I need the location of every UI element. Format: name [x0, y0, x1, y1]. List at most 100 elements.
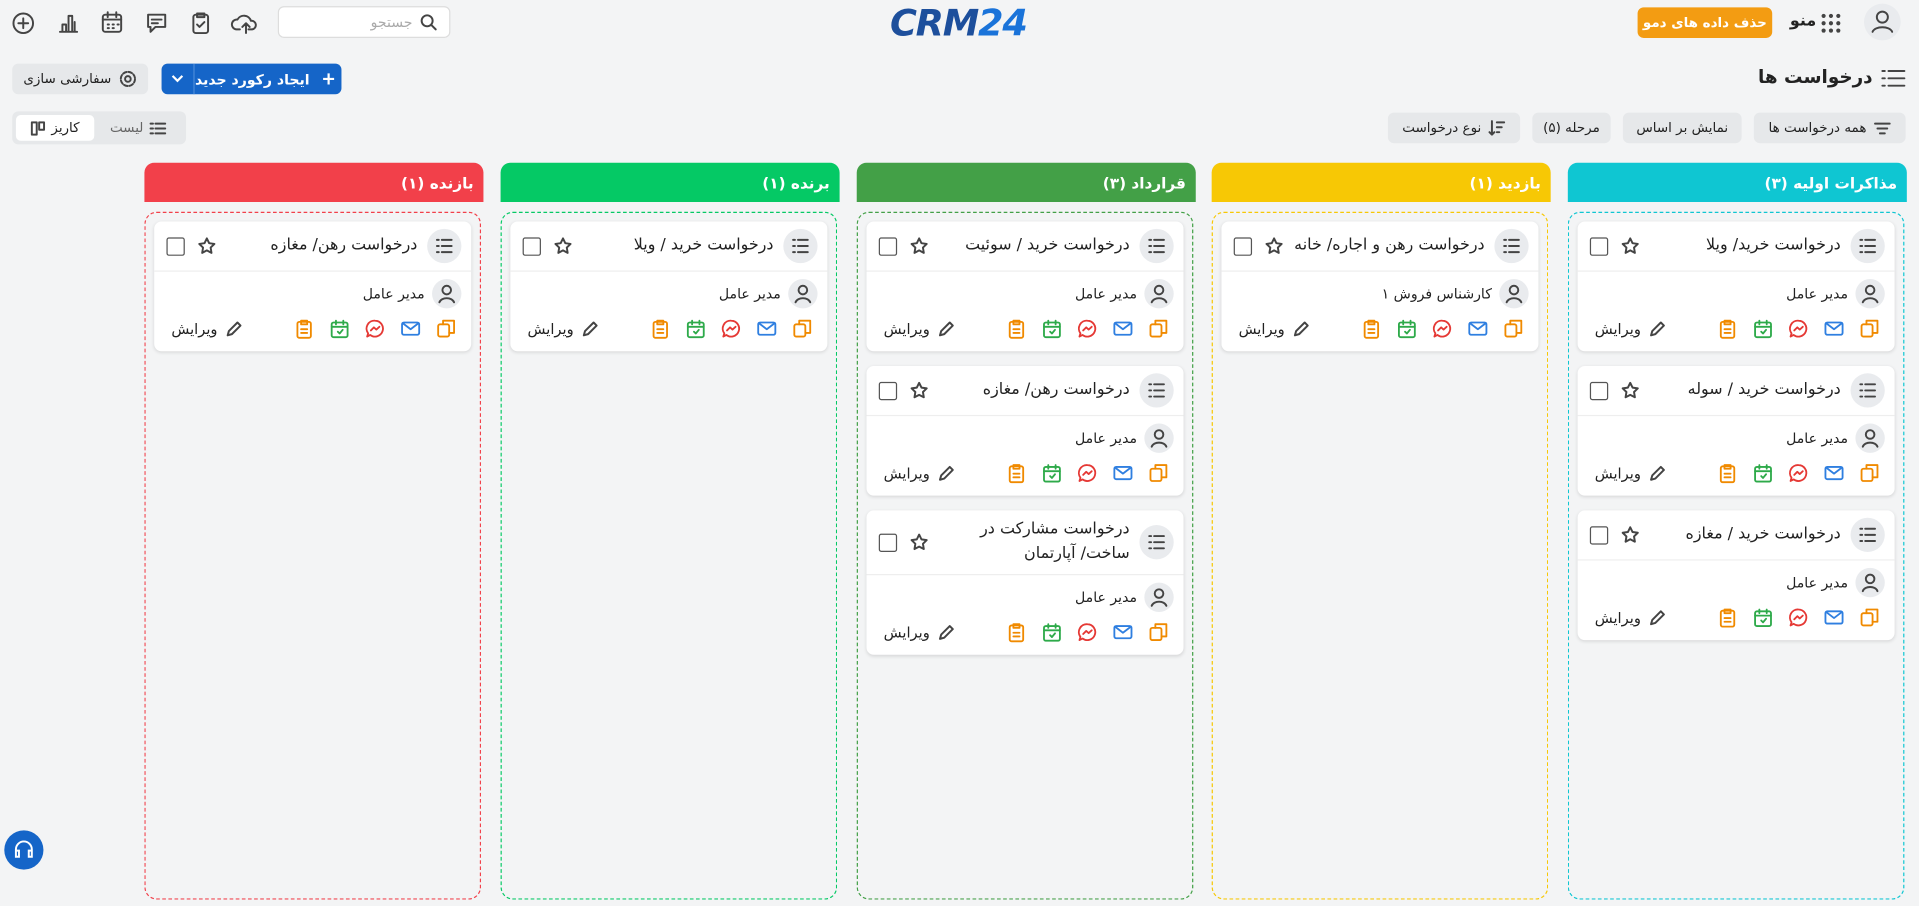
filter-type[interactable]: نوع درخواست [1387, 112, 1521, 144]
menu-label[interactable]: منو [1789, 12, 1817, 31]
record-card[interactable]: درخواست مشارکت در ساخت/ آپارتمان مدیر عام… [866, 510, 1184, 655]
calendar-icon[interactable] [1396, 318, 1417, 339]
edit-button[interactable]: ویرایش [1595, 320, 1666, 337]
calendar-icon[interactable] [685, 318, 706, 339]
task-icon[interactable] [1717, 318, 1738, 339]
checkbox[interactable] [1233, 236, 1253, 256]
kanban-view[interactable]: کاریز [15, 115, 95, 141]
message-icon[interactable] [365, 318, 386, 339]
message-icon[interactable] [721, 318, 742, 339]
email-icon[interactable] [1113, 463, 1134, 484]
copy-icon[interactable] [436, 318, 457, 339]
record-card[interactable]: درخواست خرید / ویلا مدیر عامل ویرایش [510, 221, 828, 352]
edit-button[interactable]: ویرایش [528, 320, 599, 337]
email-icon[interactable] [1467, 318, 1488, 339]
toolbar-icons[interactable] [10, 10, 267, 37]
star-icon[interactable] [197, 236, 217, 256]
edit-button[interactable]: ویرایش [171, 320, 242, 337]
email-icon[interactable] [1824, 318, 1845, 339]
record-card[interactable]: درخواست خرید/ ویلا مدیر عامل ویرایش [1577, 221, 1895, 352]
copy-icon[interactable] [1148, 622, 1169, 643]
email-icon[interactable] [1113, 318, 1134, 339]
search-box[interactable]: جستجو [277, 6, 451, 38]
card-menu[interactable] [1494, 228, 1529, 264]
record-card[interactable]: درخواست رهن/ مغازه مدیر عامل ویرایش [154, 221, 472, 352]
edit-button[interactable]: ویرایش [1595, 464, 1666, 482]
card-menu[interactable] [1850, 517, 1885, 552]
edit-button[interactable]: ویرایش [884, 624, 955, 641]
task-icon[interactable] [1006, 622, 1027, 643]
calendar-icon[interactable] [1042, 463, 1063, 484]
star-icon[interactable] [909, 381, 929, 401]
message-icon[interactable] [1788, 463, 1809, 484]
star-icon[interactable] [1620, 525, 1640, 545]
copy-icon[interactable] [1859, 463, 1880, 484]
task-icon[interactable] [1717, 607, 1738, 628]
delete-demo-button[interactable]: حذف داده های دمو [1637, 7, 1773, 38]
card-menu[interactable] [1850, 373, 1885, 408]
task-icon[interactable] [1006, 318, 1027, 339]
copy-icon[interactable] [1503, 318, 1524, 339]
checkbox[interactable] [878, 381, 898, 400]
star-icon[interactable] [909, 532, 929, 552]
star-icon[interactable] [1620, 236, 1640, 256]
message-icon[interactable] [1077, 318, 1098, 339]
calendar-icon[interactable] [1753, 463, 1774, 484]
record-card[interactable]: درخواست رهن/ مغازه مدیر عامل ویرایش [866, 365, 1184, 496]
card-menu[interactable] [1850, 228, 1885, 264]
record-card[interactable]: درخواست خرید / سوئیت مدیر عامل ویرایش [866, 221, 1184, 352]
copy-icon[interactable] [1148, 318, 1169, 339]
record-card[interactable]: درخواست خرید / سوله مدیر عامل ویرایش [1577, 365, 1895, 496]
checkbox[interactable] [878, 236, 898, 256]
user-avatar[interactable] [1863, 2, 1902, 41]
email-icon[interactable] [400, 318, 421, 339]
email-icon[interactable] [1824, 607, 1845, 628]
card-menu[interactable] [1139, 373, 1174, 408]
checkbox[interactable] [1589, 525, 1609, 545]
calendar-icon[interactable] [1753, 318, 1774, 339]
email-icon[interactable] [1824, 463, 1845, 484]
checkbox[interactable] [878, 533, 898, 552]
create-button[interactable]: ایجاد رکورد جدید [161, 63, 342, 95]
star-icon[interactable] [1620, 381, 1640, 401]
checkbox[interactable] [522, 236, 541, 256]
copy-icon[interactable] [792, 318, 813, 339]
customize-button[interactable]: سفارشی سازی [12, 63, 149, 95]
message-icon[interactable] [1788, 318, 1809, 339]
task-icon[interactable] [294, 318, 315, 339]
edit-button[interactable]: ویرایش [1595, 609, 1666, 626]
list-view[interactable]: لیست [94, 120, 182, 136]
task-icon[interactable] [1361, 318, 1382, 339]
create-dropdown[interactable] [162, 63, 195, 95]
copy-icon[interactable] [1859, 607, 1880, 628]
calendar-icon[interactable] [329, 318, 350, 339]
message-icon[interactable] [1077, 622, 1098, 643]
filter-display[interactable]: نمایش بر اساس [1622, 112, 1742, 144]
support-button[interactable] [4, 830, 44, 870]
message-icon[interactable] [1788, 607, 1809, 628]
card-menu[interactable] [1139, 228, 1174, 264]
record-card[interactable]: درخواست خرید / مغازه مدیر عامل ویرایش [1577, 510, 1895, 641]
copy-icon[interactable] [1148, 463, 1169, 484]
email-icon[interactable] [1113, 622, 1134, 643]
message-icon[interactable] [1077, 463, 1098, 484]
checkbox[interactable] [166, 236, 185, 256]
checkbox[interactable] [1589, 381, 1609, 400]
card-menu[interactable] [783, 228, 818, 264]
calendar-icon[interactable] [1753, 607, 1774, 628]
edit-button[interactable]: ویرایش [1239, 320, 1310, 337]
email-icon[interactable] [756, 318, 777, 339]
star-icon[interactable] [909, 236, 929, 256]
card-menu[interactable] [427, 228, 462, 264]
card-menu[interactable] [1139, 525, 1174, 560]
filter-all[interactable]: همه درخواست ها [1753, 112, 1906, 144]
task-icon[interactable] [1006, 463, 1027, 484]
calendar-icon[interactable] [1042, 622, 1063, 643]
checkbox[interactable] [1589, 236, 1609, 256]
star-icon[interactable] [553, 236, 573, 256]
menu-grid-icon[interactable] [1821, 13, 1841, 33]
task-icon[interactable] [650, 318, 671, 339]
message-icon[interactable] [1432, 318, 1453, 339]
edit-button[interactable]: ویرایش [884, 320, 955, 337]
star-icon[interactable] [1264, 236, 1284, 256]
